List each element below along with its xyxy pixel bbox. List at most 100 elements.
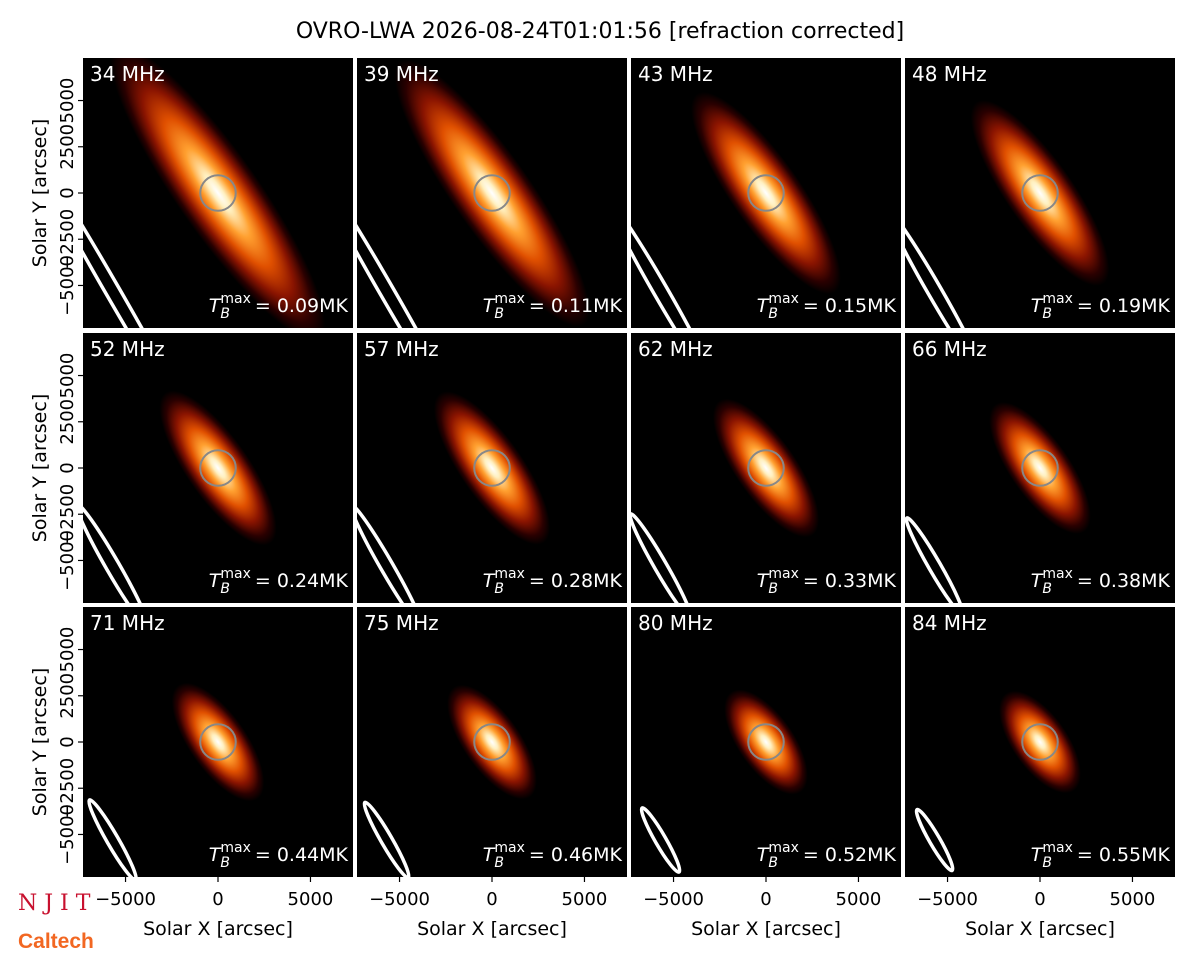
- x-tick-label: −5000: [95, 889, 156, 910]
- tb-superscript: max: [1042, 291, 1073, 307]
- figure-title: OVRO-LWA 2026-08-24T01:01:56 [refraction…: [296, 19, 904, 44]
- x-tick-label: 0: [486, 889, 497, 910]
- x-tick-label: 5000: [562, 889, 608, 910]
- solar-disk: [199, 723, 237, 761]
- panel: [631, 607, 901, 877]
- solar-disk: [199, 174, 237, 212]
- solar-disk: [747, 449, 785, 487]
- frequency-label: 84 MHz: [912, 611, 987, 635]
- y-tick-label: 2500: [57, 124, 78, 170]
- panel: [357, 607, 627, 877]
- tb-subscript: B: [494, 581, 504, 597]
- emission: [447, 684, 537, 800]
- frequency-label: 66 MHz: [912, 337, 987, 361]
- x-axis-label: Solar X [arcsec]: [965, 918, 1115, 940]
- frequency-label: 39 MHz: [364, 62, 439, 86]
- tb-subscript: B: [220, 306, 230, 322]
- frequency-label: 34 MHz: [90, 62, 165, 86]
- tb-symbol: T: [757, 844, 770, 866]
- y-tick-label: −2500: [57, 758, 78, 819]
- panel: [905, 58, 1175, 328]
- y-tick-label: −5000: [57, 804, 78, 865]
- emission: [712, 398, 820, 538]
- tb-subscript: B: [220, 855, 230, 871]
- tb-subscript: B: [494, 855, 504, 871]
- tb-superscript: max: [1042, 566, 1073, 582]
- beam: [631, 512, 693, 603]
- panel: [83, 607, 353, 877]
- solar-disk: [473, 174, 511, 212]
- tb-superscript: max: [1042, 840, 1073, 856]
- tb-symbol: T: [209, 570, 222, 592]
- tb-symbol: T: [483, 844, 496, 866]
- frequency-label: 71 MHz: [90, 611, 165, 635]
- tb-symbol: T: [1031, 295, 1044, 317]
- beam: [905, 209, 983, 328]
- frequency-label: 43 MHz: [638, 62, 713, 86]
- beam: [914, 807, 955, 873]
- panel: [631, 58, 901, 328]
- x-tick-label: −5000: [369, 889, 430, 910]
- solar-disk: [747, 174, 785, 212]
- emission: [970, 100, 1110, 286]
- emission: [171, 682, 265, 802]
- y-tick-label: 0: [57, 187, 78, 198]
- emission: [433, 391, 551, 545]
- solar-disk: [473, 449, 511, 487]
- x-axis-label: Solar X [arcsec]: [143, 918, 293, 940]
- tb-subscript: B: [494, 306, 504, 322]
- tb-value: = 0.44MK: [255, 844, 349, 866]
- frequency-label: 48 MHz: [912, 62, 987, 86]
- y-tick-label: 5000: [57, 627, 78, 673]
- tb-superscript: max: [494, 291, 525, 307]
- x-axis-label: Solar X [arcsec]: [691, 918, 841, 940]
- frequency-label: 80 MHz: [638, 611, 713, 635]
- y-tick-label: −5000: [57, 530, 78, 591]
- y-axis-label: Solar Y [arcsec]: [29, 119, 51, 267]
- x-tick-label: 0: [1034, 889, 1045, 910]
- beam: [631, 199, 715, 328]
- y-tick-label: −5000: [57, 255, 78, 316]
- tb-value: = 0.28MK: [529, 570, 623, 592]
- tb-subscript: B: [1042, 855, 1052, 871]
- tb-symbol: T: [209, 295, 222, 317]
- njit-logo: N J I T: [18, 891, 91, 916]
- beam: [83, 502, 151, 603]
- tb-value: = 0.24MK: [255, 570, 349, 592]
- y-tick-label: 2500: [57, 673, 78, 719]
- tb-superscript: max: [220, 840, 251, 856]
- emission: [999, 690, 1081, 794]
- panel: [83, 58, 353, 328]
- tb-value: = 0.38MK: [1077, 570, 1171, 592]
- x-tick-label: 0: [760, 889, 771, 910]
- y-tick-label: −2500: [57, 484, 78, 545]
- panel: [905, 333, 1175, 603]
- x-tick-label: 0: [212, 889, 223, 910]
- beam: [362, 800, 411, 877]
- caltech-logo: Caltech: [18, 930, 94, 953]
- solar-disk: [1021, 449, 1059, 487]
- tb-symbol: T: [757, 570, 770, 592]
- tb-value: = 0.33MK: [803, 570, 897, 592]
- panel: [905, 607, 1175, 877]
- beam: [905, 516, 965, 603]
- y-tick-label: 5000: [57, 353, 78, 399]
- tb-symbol: T: [757, 295, 770, 317]
- tb-value: = 0.15MK: [803, 295, 897, 317]
- tb-symbol: T: [1031, 570, 1044, 592]
- emission: [724, 689, 808, 795]
- emission: [691, 91, 841, 295]
- frequency-label: 52 MHz: [90, 337, 165, 361]
- tb-superscript: max: [768, 291, 799, 307]
- panel: [357, 333, 627, 603]
- x-tick-label: 5000: [1110, 889, 1156, 910]
- tb-subscript: B: [768, 855, 778, 871]
- panel: [631, 333, 901, 603]
- tb-superscript: max: [768, 840, 799, 856]
- frequency-label: 57 MHz: [364, 337, 439, 361]
- x-tick-label: 5000: [836, 889, 882, 910]
- tb-superscript: max: [220, 291, 251, 307]
- tb-value: = 0.52MK: [803, 844, 897, 866]
- panel: [357, 58, 627, 328]
